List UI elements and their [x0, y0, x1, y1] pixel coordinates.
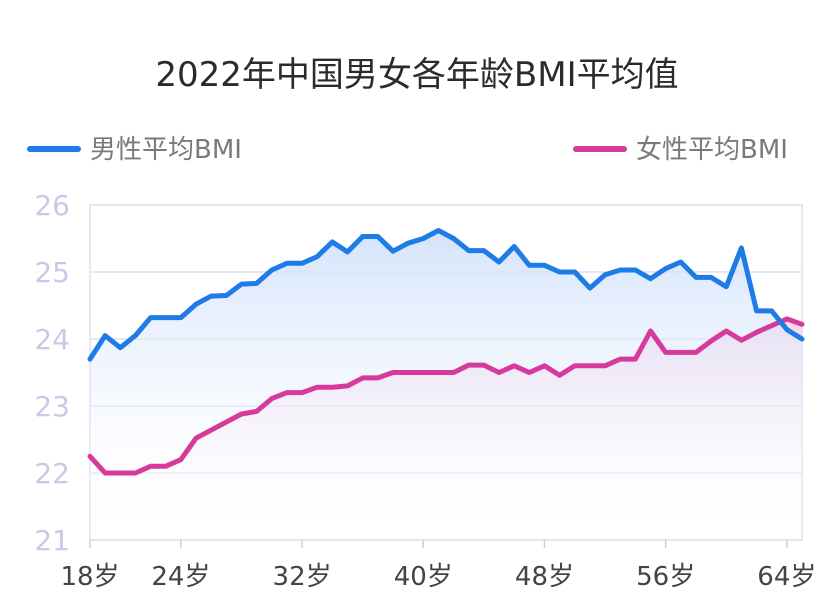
series-lines	[87, 228, 805, 476]
x-tick-label: 64岁	[757, 562, 816, 592]
legend: 男性平均BMI 女性平均BMI	[27, 135, 788, 165]
line-male	[87, 228, 805, 362]
x-tick-label: 56岁	[636, 562, 695, 592]
x-tick-label: 18岁	[60, 562, 119, 592]
legend-label-male: 男性平均BMI	[90, 135, 242, 165]
chart-title: 2022年中国男女各年龄BMI平均值	[155, 55, 678, 95]
y-tick-label: 21	[34, 524, 70, 557]
y-tick-label: 24	[34, 323, 70, 356]
x-axis: 18岁 24岁 32岁 40岁 48岁 56岁 64岁	[60, 540, 816, 592]
y-tick-label: 23	[34, 390, 70, 423]
x-tick-label: 48岁	[515, 562, 574, 592]
legend-label-female: 女性平均BMI	[636, 135, 788, 165]
x-tick-label: 32岁	[273, 562, 332, 592]
line-female	[87, 316, 805, 476]
y-tick-label: 26	[34, 189, 70, 222]
x-tick-label: 24岁	[151, 562, 210, 592]
area-male	[90, 230, 802, 540]
series-areas	[90, 230, 802, 540]
y-axis: 21 22 23 24 25 26	[34, 189, 70, 557]
x-tick-label: 40岁	[394, 562, 453, 592]
y-tick-label: 22	[34, 457, 70, 490]
y-tick-label: 25	[34, 256, 70, 289]
